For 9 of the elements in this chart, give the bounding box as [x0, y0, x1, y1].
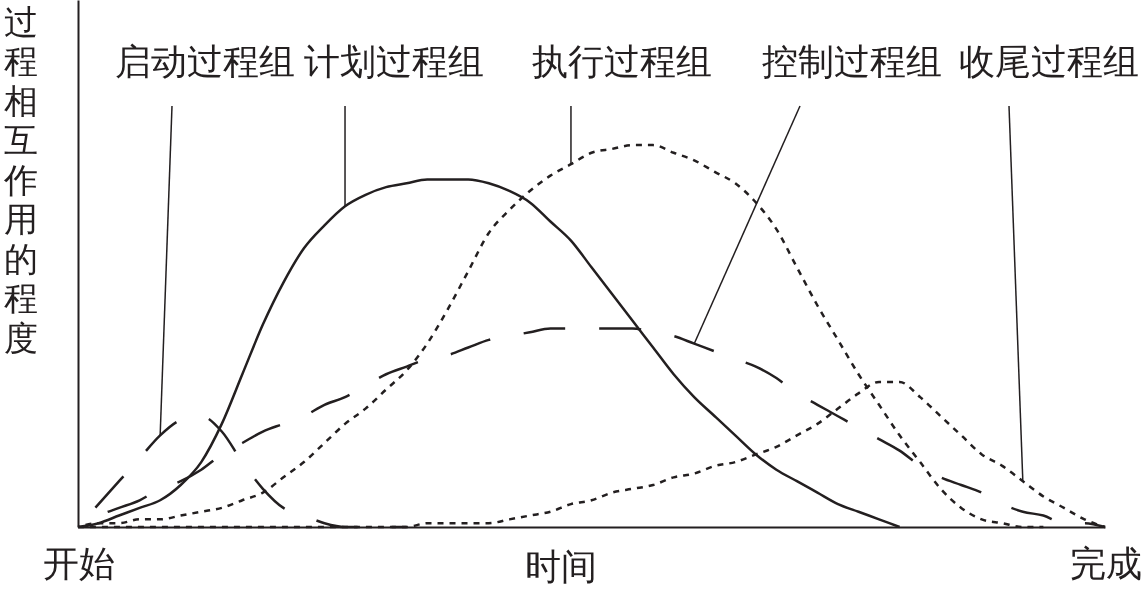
text: 控制过程组: [762, 41, 942, 82]
text: 过程相互作用的程度: [3, 1, 38, 358]
text: 收尾过程组: [959, 41, 1139, 82]
x-tick-label: 完成: [1069, 542, 1142, 584]
x-tick-label: 开始: [42, 542, 115, 584]
x-axis-title: 时间: [524, 545, 597, 587]
text: 启动过程组: [115, 41, 295, 82]
text: 计划过程组: [304, 41, 484, 82]
text: 执行过程组: [532, 41, 712, 82]
